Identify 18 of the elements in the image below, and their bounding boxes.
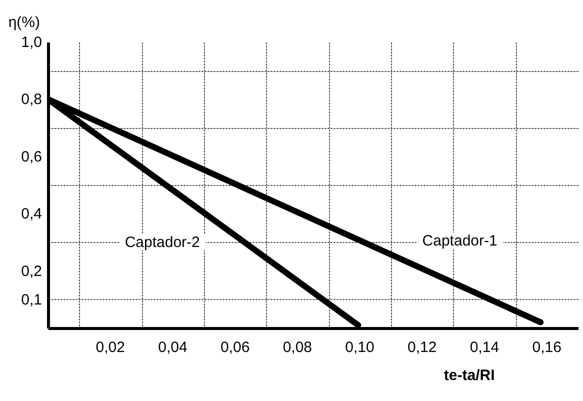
y-tick-label: 1,0 [21, 34, 42, 51]
y-tick-label: 0,6 [21, 148, 42, 166]
x-axis-title: te-ta/RI [444, 367, 495, 384]
y-tick-label: 0,4 [21, 206, 42, 223]
x-tick-label: 0,14 [470, 339, 500, 356]
x-tick-label: 0,04 [158, 339, 188, 356]
x-tick-label: 0,10 [345, 339, 374, 356]
y-tick-label: 0,1 [21, 291, 42, 308]
series-label: Captador-2 [124, 234, 200, 252]
x-tick-label: 0,08 [282, 339, 312, 356]
y-axis-title: η(%) [8, 14, 40, 31]
x-tick-label: 0,16 [532, 339, 562, 356]
y-tick-label: 0,2 [21, 262, 42, 280]
y-tick-label: 0,8 [21, 91, 42, 108]
x-tick-label: 0,02 [96, 339, 125, 356]
series-label: Captador-1 [422, 232, 498, 250]
x-tick-label: 0,06 [220, 339, 250, 356]
x-tick-label: 0,12 [408, 339, 437, 356]
